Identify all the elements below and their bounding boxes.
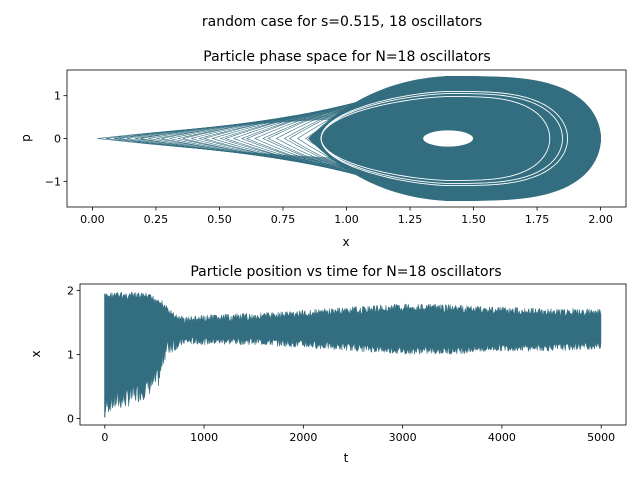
phase-space-x-tick-label: 0.50 [207,213,232,226]
phase-space-xlabel: x [342,235,349,249]
phase-space-x-tick: 0.50 [207,207,232,226]
phase-space-y-tick: −1 [45,175,67,188]
position-time-x-tick-label: 3000 [389,431,417,444]
position-time-y-tick: 1 [67,349,80,362]
phase-space-x-tick-label: 1.25 [398,213,423,226]
position-time-x-ticks: 0 1000 2000 3000 4000 5000 [101,425,615,444]
position-time-title: Particle position vs time for N=18 oscil… [190,264,501,280]
position-time-y-tick-label: 2 [67,284,74,297]
position-time-x-tick-label: 2000 [289,431,317,444]
phase-space-y-tick-label: 0 [54,133,61,146]
phase-space-y-ticks: −1 0 1 [45,90,67,188]
phase-space-traces [97,76,601,201]
position-time-x-tick: 3000 [389,425,417,444]
phase-space-center-ring [416,127,481,150]
phase-space-x-tick: 1.50 [461,207,486,226]
position-time-x-tick-label: 5000 [587,431,615,444]
phase-space-center-hole [422,129,474,148]
position-time-trace [104,291,602,413]
phase-space-x-tick-label: 2.00 [588,213,613,226]
phase-space-x-tick: 0.75 [271,207,296,226]
phase-space-x-tick-label: 1.00 [334,213,359,226]
phase-space-x-tick: 1.00 [334,207,359,226]
phase-space-center-ring [410,125,486,152]
phase-space-y-tick-label: 1 [54,90,61,103]
phase-space-x-tick: 1.25 [398,207,423,226]
position-time-subplot: Particle position vs time for N=18 oscil… [29,264,627,465]
phase-space-ylabel: p [19,134,33,142]
figure-suptitle: random case for s=0.515, 18 oscillators [202,14,482,30]
phase-space-x-tick-label: 0.00 [80,213,105,226]
phase-space-gap-ring [320,96,551,181]
position-time-y-tick-label: 1 [67,349,74,362]
phase-space-x-tick: 1.75 [525,207,550,226]
position-time-y-tick: 0 [67,413,80,426]
phase-space-x-tick: 0.25 [144,207,169,226]
phase-space-y-tick-label: −1 [45,175,61,188]
phase-space-y-tick: 0 [54,133,67,146]
position-time-x-tick-label: 4000 [488,431,516,444]
phase-space-x-tick: 0.00 [80,207,105,226]
phase-space-x-tick-label: 0.25 [144,213,169,226]
phase-space-x-tick-label: 1.50 [461,213,486,226]
position-time-x-tick-label: 0 [101,431,108,444]
position-time-y-ticks: 0 1 2 [67,284,80,426]
position-time-ylabel: x [29,350,43,357]
phase-space-y-tick: 1 [54,90,67,103]
phase-space-subplot: Particle phase space for N=18 oscillator… [19,49,627,249]
position-time-x-tick: 1000 [190,425,218,444]
phase-space-x-ticks: 0.00 0.25 0.50 0.75 1.00 1.25 1.50 1.75 2.00 [80,207,613,226]
position-time-y-tick: 2 [67,284,80,297]
position-time-traces [104,291,602,418]
position-time-xlabel: t [344,451,349,465]
phase-space-title: Particle phase space for N=18 oscillator… [203,49,490,65]
position-time-x-tick: 4000 [488,425,516,444]
phase-space-x-tick-label: 1.75 [525,213,550,226]
position-time-x-tick-label: 1000 [190,431,218,444]
position-time-y-tick-label: 0 [67,413,74,426]
position-time-x-tick: 2000 [289,425,317,444]
phase-space-x-tick: 2.00 [588,207,613,226]
position-time-x-tick: 0 [101,425,108,444]
phase-space-x-tick-label: 0.75 [271,213,296,226]
position-time-x-tick: 5000 [587,425,615,444]
